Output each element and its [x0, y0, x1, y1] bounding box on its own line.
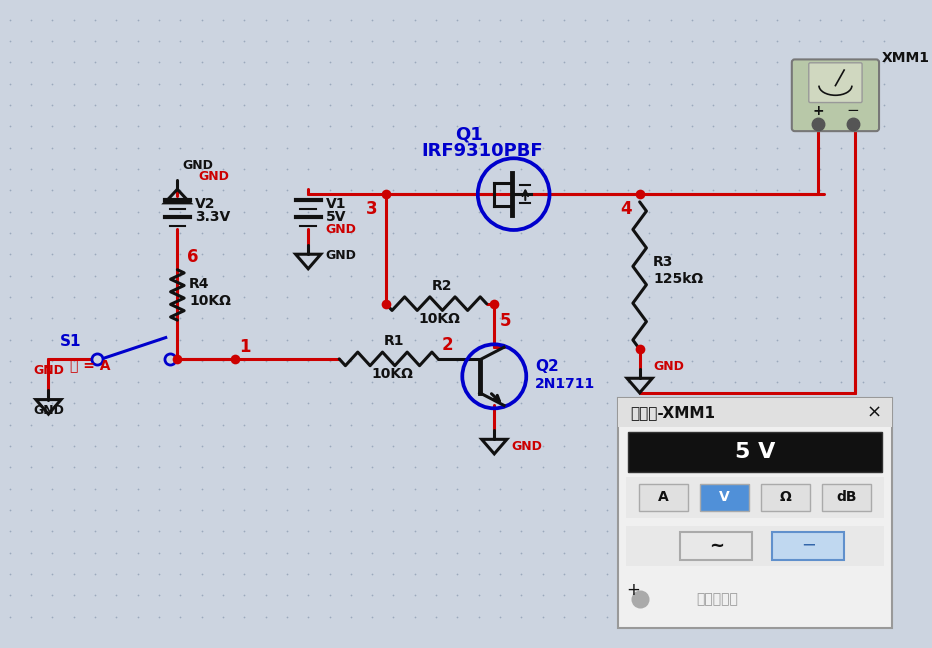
Text: +: +	[626, 581, 639, 599]
Text: 5V: 5V	[325, 211, 346, 224]
Text: A: A	[658, 491, 669, 505]
FancyBboxPatch shape	[680, 533, 752, 559]
Text: 3.3V: 3.3V	[195, 211, 230, 224]
Text: ~: ~	[708, 537, 724, 555]
FancyBboxPatch shape	[618, 398, 892, 427]
Text: Q1: Q1	[456, 125, 484, 143]
Text: XMM1: XMM1	[882, 51, 930, 65]
Text: 1: 1	[240, 338, 251, 356]
Text: 2N1711: 2N1711	[535, 377, 596, 391]
FancyBboxPatch shape	[809, 63, 862, 102]
Text: 10KΩ: 10KΩ	[418, 312, 460, 326]
Text: 4: 4	[621, 200, 632, 218]
Text: 键 = A: 键 = A	[70, 358, 110, 372]
Text: GND: GND	[512, 439, 542, 452]
Text: V2: V2	[195, 197, 215, 211]
Text: 125kΩ: 125kΩ	[653, 272, 704, 286]
Text: R3: R3	[653, 255, 674, 269]
FancyBboxPatch shape	[626, 477, 884, 518]
Text: V: V	[720, 491, 730, 505]
Text: GND: GND	[33, 364, 64, 377]
Text: 10KΩ: 10KΩ	[371, 367, 413, 382]
Text: ─: ─	[802, 537, 814, 555]
Text: ×: ×	[867, 403, 882, 421]
Text: 2: 2	[442, 336, 454, 354]
Text: Q2: Q2	[535, 359, 558, 374]
Text: GND: GND	[325, 249, 357, 262]
Text: 6: 6	[187, 248, 199, 266]
Text: R4: R4	[189, 277, 210, 291]
Text: S1: S1	[60, 334, 82, 349]
Text: V1: V1	[325, 197, 346, 211]
Text: GND: GND	[325, 224, 357, 237]
FancyBboxPatch shape	[639, 484, 688, 511]
Text: GND: GND	[33, 404, 64, 417]
Text: R1: R1	[384, 334, 404, 349]
Text: dB: dB	[836, 491, 857, 505]
Text: −: −	[846, 103, 859, 119]
FancyBboxPatch shape	[792, 60, 879, 131]
Text: 苹果小师兄: 苹果小师兄	[696, 592, 738, 607]
FancyBboxPatch shape	[618, 398, 892, 629]
FancyBboxPatch shape	[626, 526, 884, 566]
FancyBboxPatch shape	[773, 533, 844, 559]
FancyBboxPatch shape	[700, 484, 748, 511]
Text: GND: GND	[182, 159, 213, 172]
Text: 3: 3	[366, 200, 378, 218]
FancyBboxPatch shape	[761, 484, 810, 511]
Text: +: +	[812, 104, 824, 118]
FancyBboxPatch shape	[822, 484, 870, 511]
Text: IRF9310PBF: IRF9310PBF	[421, 141, 543, 159]
Text: 5: 5	[500, 312, 512, 330]
Text: GND: GND	[199, 170, 229, 183]
Text: R2: R2	[432, 279, 452, 293]
Text: 万用表-XMM1: 万用表-XMM1	[630, 405, 715, 420]
Text: 5 V: 5 V	[734, 442, 775, 462]
Text: GND: GND	[653, 360, 684, 373]
FancyBboxPatch shape	[628, 432, 882, 472]
Text: Ω: Ω	[779, 491, 791, 505]
Text: 10KΩ: 10KΩ	[189, 294, 231, 308]
